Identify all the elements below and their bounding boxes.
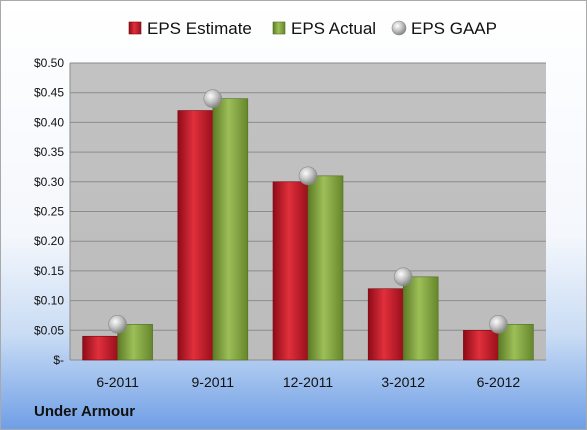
bar-eps-estimate xyxy=(463,329,499,361)
y-tick-label: $- xyxy=(53,353,64,367)
x-tick-label: 12-2011 xyxy=(283,374,334,390)
legend-label: EPS GAAP xyxy=(411,19,497,38)
y-tick-label: $0.25 xyxy=(34,205,64,219)
bar-eps-estimate xyxy=(177,110,214,361)
x-tick-label: 9-2011 xyxy=(192,374,235,390)
legend-swatch-eps-estimate xyxy=(128,21,142,35)
gaap-marker xyxy=(203,89,223,108)
x-tick-label: 3-2012 xyxy=(381,374,425,390)
y-tick-label: $0.40 xyxy=(34,115,64,129)
y-tick-label: $0.20 xyxy=(34,234,64,248)
y-tick-label: $0.35 xyxy=(34,145,64,159)
legend: EPS Estimate EPS Actual EPS GAAP xyxy=(128,19,497,38)
legend-label: EPS Estimate xyxy=(147,19,252,38)
bar-eps-estimate xyxy=(367,288,404,361)
x-tick-label: 6-2011 xyxy=(96,374,139,390)
bar-eps-actual xyxy=(117,324,153,361)
y-tick-label: $0.45 xyxy=(34,86,64,100)
bar-eps-actual xyxy=(307,175,344,361)
legend-swatch-eps-actual xyxy=(272,21,286,35)
bar-eps-actual xyxy=(212,98,249,361)
legend-swatch-eps-gaap xyxy=(391,20,407,36)
gaap-marker xyxy=(489,315,508,334)
bar-eps-estimate xyxy=(82,335,118,361)
legend-label: EPS Actual xyxy=(291,19,376,38)
gaap-markers xyxy=(108,89,508,334)
y-tick-label: $0.30 xyxy=(34,175,64,189)
gaap-marker xyxy=(298,166,318,186)
y-tick-label: $0.10 xyxy=(34,294,64,308)
y-tick-label: $0.50 xyxy=(34,56,64,70)
bar-eps-estimate xyxy=(272,181,309,361)
x-axis: 6-2011 9-2011 12-2011 3-2012 6-2012 xyxy=(96,374,520,390)
company-label: Under Armour xyxy=(34,403,136,420)
bars xyxy=(82,98,534,361)
gaap-marker xyxy=(108,315,127,334)
y-tick-label: $0.15 xyxy=(34,264,64,278)
y-tick-label: $0.05 xyxy=(34,323,64,337)
y-axis: $- $0.05 $0.10 $0.15 $0.20 $0.25 $0.30 $0.35 $0.… xyxy=(34,56,71,367)
bar-eps-actual xyxy=(402,276,439,361)
x-tick-label: 6-2012 xyxy=(477,374,521,390)
gaap-marker xyxy=(393,267,413,287)
